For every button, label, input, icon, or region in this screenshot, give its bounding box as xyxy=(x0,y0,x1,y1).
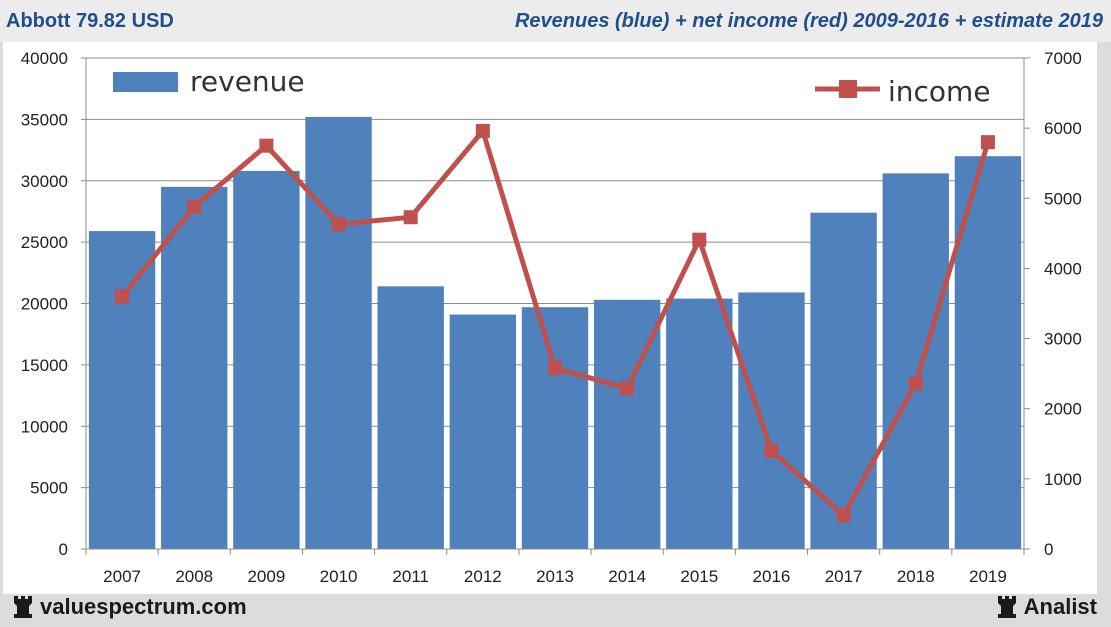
income-point xyxy=(980,135,995,150)
y-left-tick-label: 25000 xyxy=(21,233,68,252)
income-point xyxy=(187,199,202,214)
y-left-tick-label: 35000 xyxy=(21,110,68,129)
x-tick-label: 2009 xyxy=(247,567,285,586)
legend: revenue income xyxy=(113,65,991,108)
x-tick-label: 2019 xyxy=(969,567,1007,586)
y-left-tick-label: 20000 xyxy=(21,295,68,314)
revenue-bar xyxy=(666,298,733,549)
footer-site[interactable]: valuespectrum.com xyxy=(12,594,247,620)
rook-icon xyxy=(997,596,1016,618)
y-right-tick-label: 2000 xyxy=(1044,400,1082,419)
revenue-bar xyxy=(521,307,589,549)
income-point xyxy=(475,123,490,138)
y-left-tick-label: 10000 xyxy=(21,417,68,436)
x-tick-label: 2010 xyxy=(320,567,358,586)
revenue-bar xyxy=(377,286,444,549)
x-tick-label: 2012 xyxy=(464,567,502,586)
y-right-tick-label: 1000 xyxy=(1044,470,1082,489)
revenue-bar xyxy=(449,314,517,549)
income-point xyxy=(692,232,707,247)
revenue-bar xyxy=(233,170,300,549)
y-right-tick-label: 3000 xyxy=(1044,330,1082,349)
y-right-tick-label: 7000 xyxy=(1044,49,1082,68)
income-point xyxy=(259,138,274,153)
footer-brand[interactable]: Analist xyxy=(996,594,1097,620)
income-point xyxy=(403,210,418,225)
rook-icon xyxy=(14,596,32,618)
y-right-tick-label: 4000 xyxy=(1044,259,1082,278)
y-left-tick-label: 0 xyxy=(59,540,68,559)
brand-name: Analist xyxy=(1023,594,1097,619)
income-point xyxy=(908,376,923,391)
y-left-tick-label: 15000 xyxy=(21,356,68,375)
site-name: valuespectrum.com xyxy=(40,594,247,619)
revenue-bar xyxy=(88,231,156,549)
revenue-bar xyxy=(305,116,372,550)
revenue-bar xyxy=(161,186,228,549)
legend-revenue-swatch xyxy=(113,72,178,92)
chart-title: Revenues (blue) + net income (red) 2009-… xyxy=(514,10,1103,32)
income-point xyxy=(331,217,346,232)
income-point xyxy=(620,381,635,396)
y-left-tick-label: 30000 xyxy=(21,172,68,191)
y-left-tick-label: 5000 xyxy=(30,479,68,498)
revenue-bar xyxy=(882,173,949,549)
revenue-bars xyxy=(88,116,1022,550)
income-line xyxy=(115,123,995,523)
x-tick-label: 2007 xyxy=(103,567,141,586)
x-tick-label: 2013 xyxy=(536,567,574,586)
x-tick-label: 2015 xyxy=(680,567,718,586)
income-point xyxy=(115,289,130,304)
y-right-tick-label: 0 xyxy=(1044,540,1053,559)
revenue-bar xyxy=(738,292,805,549)
x-tick-label: 2016 xyxy=(753,567,791,586)
income-point xyxy=(548,361,562,376)
x-tick-label: 2018 xyxy=(897,567,935,586)
x-tick-label: 2017 xyxy=(825,567,863,586)
income-point xyxy=(764,443,779,458)
axes: 0500010000150002000025000300003500040000… xyxy=(21,49,1082,586)
y-right-tick-label: 6000 xyxy=(1044,119,1082,138)
revenue-bar xyxy=(810,212,877,550)
y-left-tick-label: 40000 xyxy=(21,49,68,68)
legend-income-label: income xyxy=(888,75,991,108)
x-tick-label: 2011 xyxy=(392,567,429,586)
x-tick-label: 2008 xyxy=(175,567,213,586)
header-bar: Abbott 79.82 USD Revenues (blue) + net i… xyxy=(0,0,1111,42)
legend-revenue-label: revenue xyxy=(190,65,305,98)
legend-income-marker xyxy=(839,80,857,98)
x-tick-label: 2014 xyxy=(608,567,646,586)
y-right-tick-label: 5000 xyxy=(1044,189,1082,208)
ticker-label: Abbott 79.82 USD xyxy=(6,10,174,32)
income-point xyxy=(836,508,851,523)
